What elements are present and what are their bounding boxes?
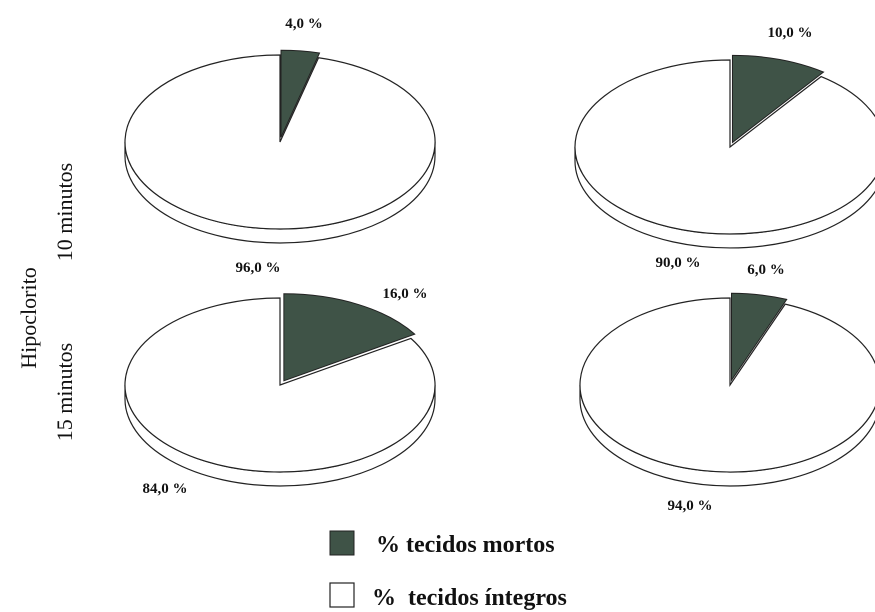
legend: % tecidos mortos % tecidos íntegros <box>329 530 567 611</box>
pie-charts-group: 4,0 % 96,0 % 10,0 % 90,0 % 16,0 % 84,0 % 6,0 %… <box>124 16 875 514</box>
legend-swatch-intact-tissue <box>329 582 355 608</box>
pie-slice-intact-tissue <box>579 297 875 473</box>
data-label-intact-tissue: 90,0 % <box>656 255 701 271</box>
pie-slice-dead-tissue <box>283 293 416 382</box>
pie-slice-intact-tissue <box>124 54 436 230</box>
row-label-10-minutos: 10 minutos <box>52 163 77 261</box>
pie-slice-dead-tissue <box>730 292 788 382</box>
data-label-intact-tissue: 84,0 % <box>143 481 188 497</box>
data-label-dead-tissue: 16,0 % <box>383 286 428 302</box>
pie-slice-dead-tissue <box>280 49 321 138</box>
data-label-dead-tissue: 4,0 % <box>285 16 323 32</box>
pie-chart-1: 4,0 % 96,0 % <box>124 16 436 276</box>
pie-slice-intact-tissue <box>124 297 436 473</box>
legend-label-intact-tissue: % tecidos íntegros <box>372 585 567 611</box>
row-label-15-minutos: 15 minutos <box>52 343 77 441</box>
pie-chart-2: 10,0 % 90,0 % <box>574 25 875 271</box>
data-label-dead-tissue: 6,0 % <box>747 262 785 278</box>
legend-swatch-dead-tissue <box>329 530 355 556</box>
pie-chart-3: 16,0 % 84,0 % <box>124 286 436 497</box>
data-label-dead-tissue: 10,0 % <box>768 25 813 41</box>
side-label-hipoclorito: Hipoclorito <box>16 267 41 368</box>
data-label-intact-tissue: 94,0 % <box>668 498 713 514</box>
pie-slice-intact-tissue <box>574 59 875 235</box>
pie-chart-4: 6,0 % 94,0 % <box>579 262 875 514</box>
data-label-intact-tissue: 96,0 % <box>236 260 281 276</box>
pie-slice-dead-tissue <box>731 54 825 144</box>
legend-label-dead-tissue: % tecidos mortos <box>376 532 555 558</box>
